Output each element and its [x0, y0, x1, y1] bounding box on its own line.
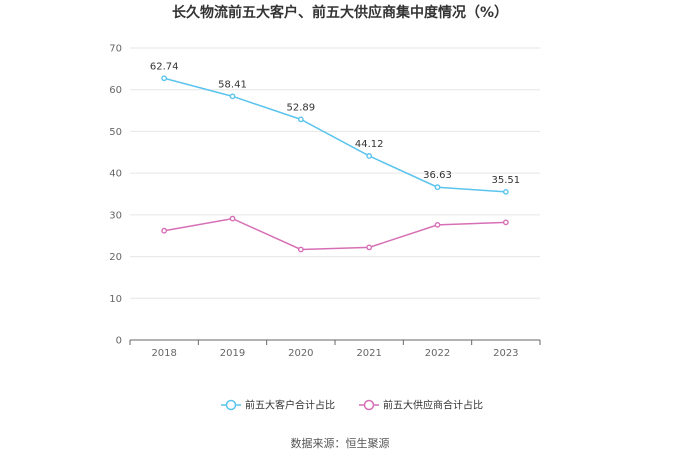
legend-item-2[interactable]: 前五大供应商合计占比 [359, 399, 483, 412]
data-point [229, 93, 236, 100]
data-source-note: 数据来源：恒生聚源 [291, 436, 390, 450]
data-label: 44.12 [355, 139, 384, 150]
data-point [366, 153, 373, 159]
legend[interactable]: 前五大客户合计占比 前五大供应商合计占比 [221, 399, 483, 412]
data-point [229, 215, 236, 222]
legend-item-1[interactable]: 前五大客户合计占比 [221, 399, 335, 412]
data-point [161, 227, 168, 234]
x-tick-label: 2020 [288, 348, 313, 359]
data-point [502, 219, 509, 226]
y-tick-label: 70 [109, 44, 122, 55]
data-label: 52.89 [287, 102, 316, 113]
data-label: 36.63 [423, 170, 452, 181]
data-point [434, 221, 441, 228]
series-line-1 [163, 77, 506, 193]
y-tick-label: 20 [109, 252, 122, 263]
series-line-2 [164, 217, 506, 251]
x-tick-label: 2021 [356, 348, 381, 359]
data-point [502, 188, 509, 195]
chart-title: 长久物流前五大客户、前五大供应商集中度情况（%） [172, 4, 508, 21]
y-tick-label: 50 [109, 127, 122, 138]
y-tick-label: 40 [109, 169, 122, 180]
data-labels: 62.74 58.41 52.89 44.12 36.63 35.51 [150, 61, 520, 186]
series-layer [161, 75, 509, 253]
grid-lines [130, 47, 540, 299]
y-tick-label: 60 [109, 85, 122, 96]
data-label: 62.74 [150, 61, 179, 72]
data-point [297, 246, 304, 253]
data-point [161, 75, 168, 82]
x-tick-label: 2023 [493, 348, 518, 359]
data-point [434, 184, 441, 191]
legend-marker [225, 399, 237, 411]
data-point [297, 116, 304, 123]
y-tick-label: 0 [116, 336, 122, 347]
legend-label: 前五大供应商合计占比 [383, 399, 483, 412]
x-tick-label: 2019 [220, 348, 245, 359]
legend-marker [363, 399, 375, 411]
axes: 0 10 20 30 40 50 60 70 2018 2019 2020 2021 2022 2023 [109, 44, 541, 359]
y-tick-label: 10 [109, 294, 122, 305]
data-point [366, 244, 373, 251]
x-tick-label: 2018 [151, 348, 176, 359]
data-label: 35.51 [492, 175, 521, 186]
legend-label: 前五大客户合计占比 [245, 399, 335, 412]
y-tick-label: 30 [109, 210, 122, 221]
data-label: 58.41 [218, 79, 247, 90]
x-tick-label: 2022 [425, 348, 450, 359]
